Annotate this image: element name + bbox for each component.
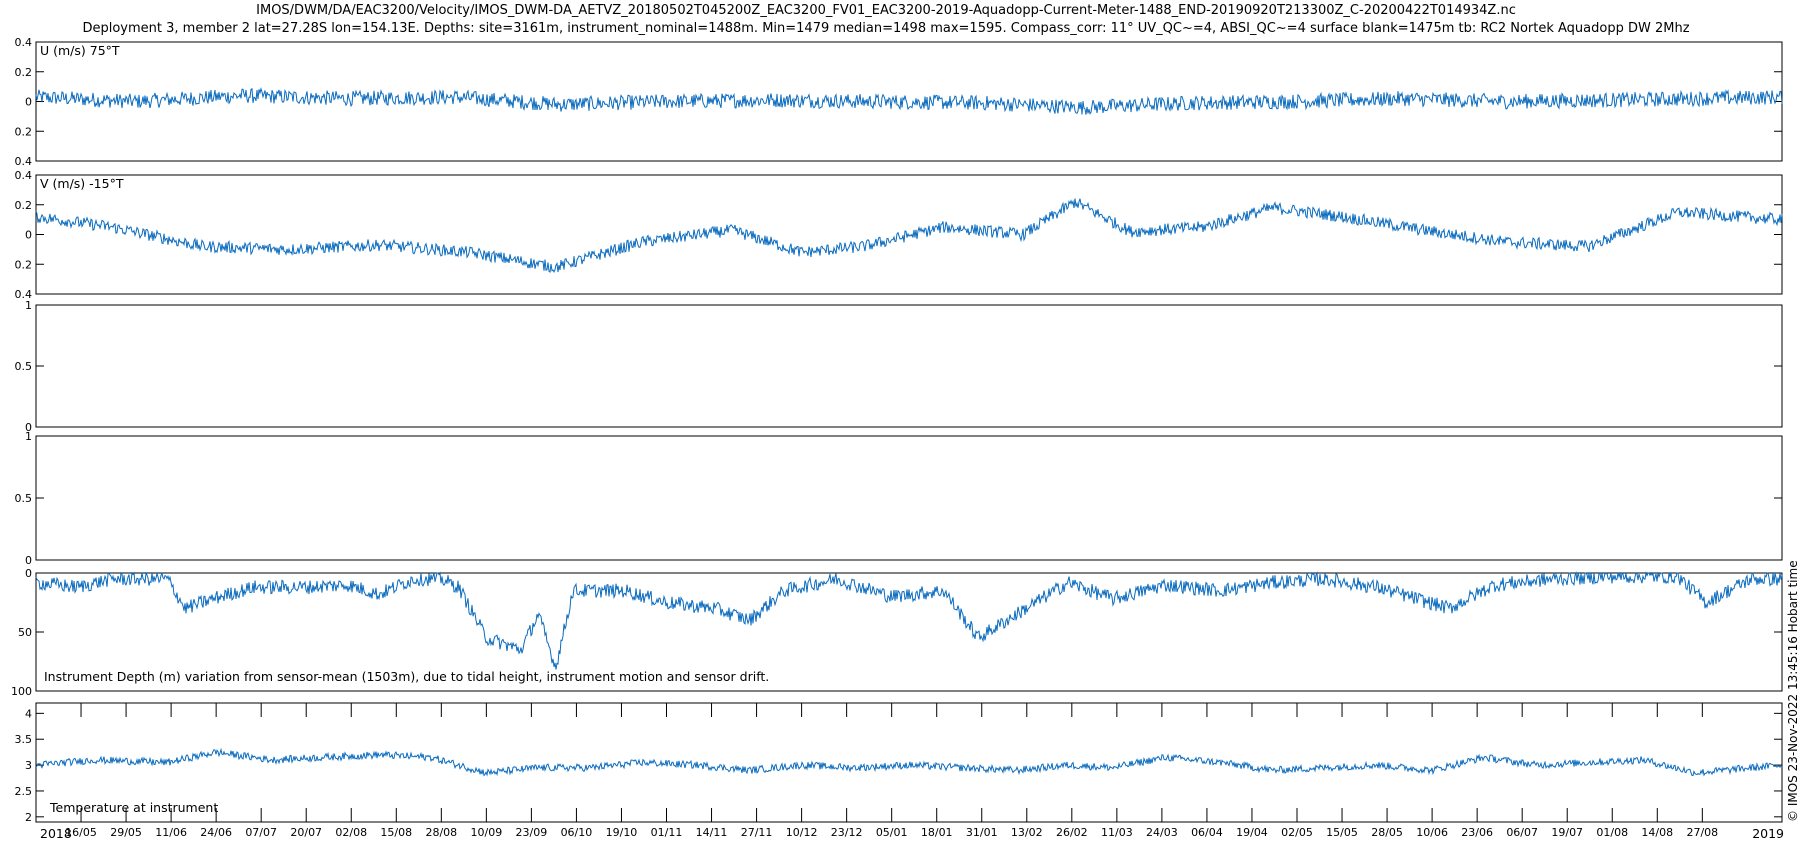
x-tick-label: 29/05 [110, 826, 142, 839]
panel-6-ytick-label: 3 [25, 759, 32, 772]
x-tick-label: 01/08 [1596, 826, 1628, 839]
x-tick-label: 06/04 [1191, 826, 1223, 839]
x-tick-label: 23/06 [1461, 826, 1493, 839]
panel-2-label: V (m/s) -15°T [40, 176, 124, 191]
chart-title-line-2: Deployment 3, member 2 lat=27.28S lon=15… [82, 21, 1690, 36]
panel-2-frame [35, 174, 1783, 295]
panel-6-ytick-label: 2.5 [15, 785, 33, 798]
panel-3-ytick-label: 0.5 [15, 360, 33, 373]
panel-6-frame [35, 702, 1783, 823]
x-tick-label: 28/08 [425, 826, 457, 839]
x-tick-label: 07/07 [245, 826, 277, 839]
x-tick-label: 24/03 [1146, 826, 1178, 839]
x-tick-label: 18/01 [921, 826, 953, 839]
panel-4-ytick-label: 0 [25, 554, 32, 567]
x-tick-label: 02/08 [335, 826, 367, 839]
panel-5-ytick-label: 100 [11, 685, 32, 698]
x-tick-label: 11/03 [1101, 826, 1133, 839]
panel-2-ytick-label: 0.2 [15, 199, 33, 212]
chart-title-line-1: IMOS/DWM/DA/EAC3200/Velocity/IMOS_DWM-DA… [256, 3, 1516, 18]
panel-1-ytick-label: 0.2 [15, 66, 33, 79]
x-tick-label: 02/05 [1281, 826, 1313, 839]
panel-6-ytick-label: 3.5 [15, 733, 33, 746]
x-tick-label: 10/09 [471, 826, 503, 839]
x-year-label-end: 2019 [1752, 826, 1784, 841]
panel-6-ytick-label: 4 [25, 707, 32, 720]
x-tick-label: 28/05 [1371, 826, 1403, 839]
x-tick-label: 15/08 [380, 826, 412, 839]
panel-6-label: Temperature at instrument [49, 800, 218, 815]
panel-1-ytick-label: 0.2 [15, 125, 33, 138]
x-tick-label: 10/12 [786, 826, 818, 839]
panel-2-ytick-label: 0.4 [15, 288, 33, 301]
panel-2-ytick-label: 0.4 [15, 169, 33, 182]
panel-1-ytick-label: 0.4 [15, 36, 33, 49]
x-tick-label: 16/05 [65, 826, 97, 839]
panel-5-ytick-label: 0 [25, 567, 32, 580]
panel-5-label: Instrument Depth (m) variation from sens… [44, 669, 769, 684]
x-tick-label: 11/06 [155, 826, 187, 839]
x-tick-label: 06/10 [561, 826, 593, 839]
x-tick-label: 05/01 [876, 826, 908, 839]
panel-6-series-line [35, 747, 1783, 777]
panel-6-ytick-label: 2 [25, 811, 32, 824]
x-tick-label: 10/06 [1416, 826, 1448, 839]
panel-3-ytick-label: 1 [25, 299, 32, 312]
panel-5-ytick-label: 50 [18, 626, 32, 639]
x-tick-label: 15/05 [1326, 826, 1358, 839]
x-tick-label: 13/02 [1011, 826, 1043, 839]
x-tick-label: 23/09 [516, 826, 548, 839]
panel-4-ytick-label: 0.5 [15, 492, 33, 505]
x-tick-label: 19/07 [1551, 826, 1583, 839]
x-tick-label: 19/04 [1236, 826, 1268, 839]
x-tick-label: 14/11 [696, 826, 728, 839]
panel-3-frame [35, 304, 1783, 428]
panel-2-series-line [35, 198, 1783, 274]
x-tick-label: 23/12 [831, 826, 863, 839]
copyright-credit: © IMOS 23-Nov-2022 13:45:16 Hobart time [1786, 560, 1800, 822]
x-tick-label: 27/11 [741, 826, 773, 839]
panel-5-series-line [35, 571, 1783, 670]
x-tick-label: 24/06 [200, 826, 232, 839]
panel-1-ytick-label: 0.4 [15, 155, 33, 168]
x-tick-label: 06/07 [1506, 826, 1538, 839]
panel-1-label: U (m/s) 75°T [40, 43, 120, 58]
x-tick-label: 19/10 [606, 826, 638, 839]
panel-2-ytick-label: 0 [25, 229, 32, 242]
x-tick-label: 20/07 [290, 826, 322, 839]
panel-4-frame [35, 435, 1783, 561]
panel-3-ytick-label: 0 [25, 421, 32, 434]
panel-4-ytick-label: 1 [25, 430, 32, 443]
panel-1-ytick-label: 0 [25, 96, 32, 109]
x-tick-label: 27/08 [1686, 826, 1718, 839]
panel-2-ytick-label: 0.2 [15, 258, 33, 271]
panel-1-series-line [35, 86, 1783, 115]
x-tick-label: 31/01 [966, 826, 998, 839]
x-year-label-start: 2018 [40, 826, 72, 841]
x-tick-label: 26/02 [1056, 826, 1088, 839]
x-tick-label: 01/11 [651, 826, 683, 839]
x-tick-label: 14/08 [1641, 826, 1673, 839]
